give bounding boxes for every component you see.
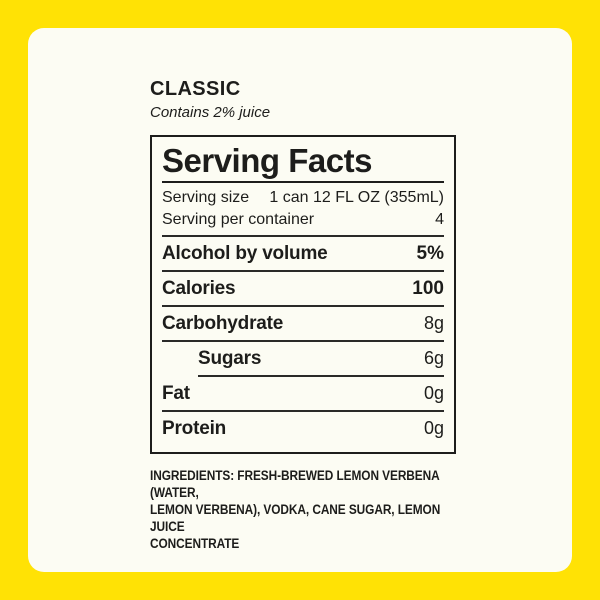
serving-size-label: Serving size bbox=[162, 189, 250, 206]
carbohydrate-value: 8g bbox=[423, 313, 444, 333]
row-fat: Fat 0g bbox=[162, 377, 444, 410]
juice-content-subtitle: Contains 2% juice bbox=[150, 104, 271, 121]
indented-divider bbox=[198, 375, 444, 377]
protein-label: Protein bbox=[162, 417, 227, 439]
section-divider bbox=[162, 410, 444, 412]
sugars-label: Sugars bbox=[198, 347, 262, 369]
label-content: CLASSIC Contains 2% juice Serving Facts … bbox=[150, 78, 456, 552]
row-calories: Calories 100 bbox=[162, 272, 444, 305]
fat-label: Fat bbox=[162, 382, 190, 404]
calories-value: 100 bbox=[412, 277, 444, 299]
section-divider bbox=[162, 305, 444, 307]
title-divider bbox=[162, 181, 444, 183]
servings-per-container-row: Serving per container 4 bbox=[162, 209, 444, 231]
serving-facts-title: Serving Facts bbox=[162, 142, 372, 179]
section-divider bbox=[162, 340, 444, 342]
section-divider bbox=[162, 235, 444, 237]
fat-value: 0g bbox=[423, 383, 444, 403]
ingredients-text: INGREDIENTS: FRESH-BREWED LEMON VERBENA … bbox=[150, 467, 456, 552]
serving-size-row: Serving size 1 can 12 FL OZ (355mL) bbox=[162, 187, 444, 209]
ingredients-line: INGREDIENTS: FRESH-BREWED LEMON VERBENA … bbox=[150, 468, 440, 500]
serving-size-value: 1 can 12 FL OZ (355mL) bbox=[269, 189, 444, 206]
row-carbohydrate: Carbohydrate 8g bbox=[162, 307, 444, 340]
serving-facts-box: Serving Facts Serving size 1 can 12 FL O… bbox=[150, 135, 456, 454]
product-name: CLASSIC bbox=[150, 78, 241, 100]
protein-value: 0g bbox=[423, 418, 444, 438]
row-sugars: Sugars 6g bbox=[162, 342, 444, 375]
label-panel: CLASSIC Contains 2% juice Serving Facts … bbox=[28, 28, 572, 572]
row-alcohol-by-volume: Alcohol by volume 5% bbox=[162, 237, 444, 270]
sugars-value: 6g bbox=[423, 348, 444, 368]
calories-label: Calories bbox=[162, 277, 236, 299]
ingredients-line: CONCENTRATE bbox=[150, 536, 240, 551]
servings-per-container-value: 4 bbox=[435, 211, 444, 228]
servings-per-container-label: Serving per container bbox=[162, 211, 315, 228]
row-protein: Protein 0g bbox=[162, 412, 444, 445]
alcohol-label: Alcohol by volume bbox=[162, 242, 328, 264]
section-divider bbox=[162, 270, 444, 272]
ingredients-line: LEMON VERBENA), VODKA, CANE SUGAR, LEMON… bbox=[150, 502, 441, 534]
carbohydrate-label: Carbohydrate bbox=[162, 312, 284, 334]
alcohol-value: 5% bbox=[416, 242, 444, 264]
